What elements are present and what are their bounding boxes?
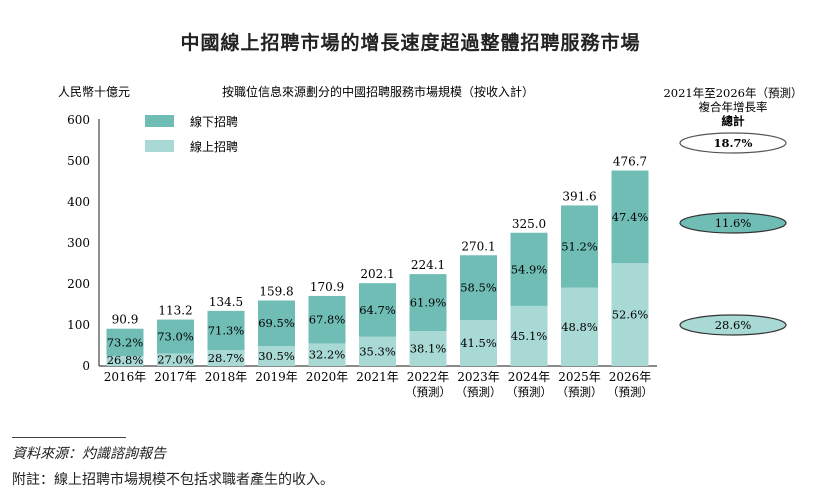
bar-segment-online xyxy=(409,330,447,366)
bar-segment-online xyxy=(157,353,194,366)
footnote: 附註：線上招聘市場規模不包括求職者產生的收入。 xyxy=(12,472,334,488)
total-label: 159.8 xyxy=(259,284,293,298)
online-share-label: 35.3% xyxy=(359,344,396,358)
cagr-header: 2021年至2026年（預測） xyxy=(663,86,802,100)
cagr-ellipse-total xyxy=(679,132,787,154)
total-label: 202.1 xyxy=(360,267,394,281)
bar-segment-offline xyxy=(510,232,548,306)
offline-share-label: 47.4% xyxy=(612,210,649,224)
online-share-label: 30.5% xyxy=(258,349,295,363)
bar-segment-online xyxy=(207,350,245,366)
offline-share-label: 73.0% xyxy=(157,330,194,344)
bar-segment-online xyxy=(258,346,295,366)
total-label: 170.9 xyxy=(310,280,344,294)
online-share-label: 52.6% xyxy=(612,308,649,322)
online-share-label: 26.8% xyxy=(107,353,144,367)
offline-share-label: 58.5% xyxy=(460,281,497,295)
offline-share-label: 61.9% xyxy=(410,296,447,310)
bar-segment-online xyxy=(106,356,144,366)
bar-segment-offline xyxy=(207,310,245,351)
chart-title: 中國線上招聘市場的增長速度超過整體招聘服務市場 xyxy=(180,32,641,54)
y-tick-label: 400 xyxy=(67,195,90,209)
y-tick-label: 500 xyxy=(67,154,90,168)
bar-segment-offline xyxy=(561,205,598,288)
cagr-value-offline: 11.6% xyxy=(715,216,752,230)
chart-subtitle: 按職位信息來源劃分的中國招聘服務市場規模（按收入計） xyxy=(222,84,534,99)
x-tick-label: 2017年 xyxy=(154,370,197,384)
x-tick-label: 2025年 xyxy=(558,370,601,384)
cagr-ellipse-offline xyxy=(679,212,787,234)
x-tick-label: 2019年 xyxy=(255,370,298,384)
x-tick-sublabel: （預測） xyxy=(557,385,603,399)
bar-segment-offline xyxy=(157,319,194,354)
total-label: 325.0 xyxy=(512,217,546,231)
offline-share-label: 54.9% xyxy=(511,262,548,276)
online-share-label: 32.2% xyxy=(309,348,346,362)
total-label: 134.5 xyxy=(209,295,243,309)
total-label: 113.2 xyxy=(158,304,192,318)
offline-share-label: 69.5% xyxy=(258,316,295,330)
online-share-label: 28.7% xyxy=(208,351,245,365)
x-tick-label: 2018年 xyxy=(205,370,248,384)
online-share-label: 27.0% xyxy=(157,353,194,367)
bar-segment-offline xyxy=(258,300,295,347)
y-tick-label: 0 xyxy=(82,359,90,373)
x-tick-label: 2024年 xyxy=(508,370,551,384)
offline-share-label: 71.3% xyxy=(208,324,245,338)
online-share-label: 41.5% xyxy=(460,336,497,350)
x-tick-sublabel: （預測） xyxy=(456,385,502,399)
footer-divider xyxy=(12,437,126,438)
cagr-header: 總計 xyxy=(722,114,745,128)
x-tick-label: 2020年 xyxy=(306,370,349,384)
y-tick-label: 200 xyxy=(67,277,90,291)
x-tick-sublabel: （預測） xyxy=(506,385,552,399)
y-tick-label: 100 xyxy=(67,318,90,332)
total-label: 391.6 xyxy=(562,189,596,203)
x-tick-label: 2021年 xyxy=(356,370,399,384)
bar-segment-offline xyxy=(308,295,346,344)
online-share-label: 38.1% xyxy=(410,341,447,355)
cagr-value-total: 18.7% xyxy=(714,136,753,150)
y-tick-label: 300 xyxy=(67,236,90,250)
x-tick-label: 2026年 xyxy=(609,370,652,384)
total-label: 90.9 xyxy=(112,313,139,327)
legend-swatch xyxy=(145,115,174,127)
bar-segment-online xyxy=(611,263,649,366)
x-tick-label: 2022年 xyxy=(407,370,450,384)
source-note: 資料來源：灼識諮詢報告 xyxy=(12,446,166,462)
stacked-bar-chart: 人民幣十億元 按職位信息來源劃分的中國招聘服務市場規模（按收入計） 0 100 20… xyxy=(58,84,803,399)
legend-label: 線上招聘 xyxy=(190,139,238,154)
offline-share-label: 67.8% xyxy=(309,313,346,327)
bar-segment-offline xyxy=(409,274,447,331)
x-tick-sublabel: （預測） xyxy=(607,385,653,399)
cagr-ellipse-online xyxy=(679,314,787,336)
x-tick-label: 2023年 xyxy=(457,370,500,384)
legend-label: 線下招聘 xyxy=(190,114,238,129)
bar-segment-offline xyxy=(106,328,144,357)
offline-share-label: 64.7% xyxy=(359,303,396,317)
total-label: 476.7 xyxy=(613,155,647,169)
y-axis-label: 人民幣十億元 xyxy=(58,85,130,99)
offline-share-label: 51.2% xyxy=(561,240,598,254)
offline-share-label: 73.2% xyxy=(107,335,144,349)
x-tick-sublabel: （預測） xyxy=(405,385,451,399)
cagr-value-online: 28.6% xyxy=(715,318,752,332)
y-tick-label: 600 xyxy=(67,113,90,127)
online-share-label: 48.8% xyxy=(561,320,598,334)
legend-swatch xyxy=(145,140,174,152)
bar-segment-offline xyxy=(359,283,396,337)
bar-segment-online xyxy=(460,320,497,366)
bar-segment-offline xyxy=(611,170,649,264)
total-label: 270.1 xyxy=(461,239,495,253)
total-label: 224.1 xyxy=(411,258,445,272)
bar-segment-online xyxy=(561,287,598,366)
bar-segment-online xyxy=(359,336,396,366)
bar-segment-online xyxy=(308,343,346,366)
online-share-label: 45.1% xyxy=(511,329,548,343)
x-tick-label: 2016年 xyxy=(104,370,147,384)
bar-segment-offline xyxy=(460,255,497,321)
cagr-header: 複合年增長率 xyxy=(699,100,768,114)
bar-segment-online xyxy=(510,305,548,366)
